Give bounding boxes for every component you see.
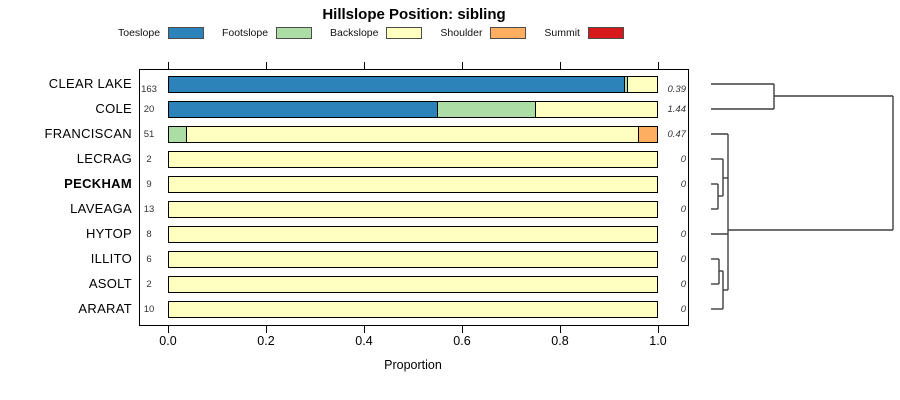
legend-item: Backslope	[330, 27, 423, 39]
legend-swatch	[490, 27, 527, 39]
bar-segment-backslope	[186, 126, 639, 143]
row-h-value: 0	[680, 154, 686, 165]
bar-segment-backslope	[168, 201, 658, 218]
bar-segment-backslope	[168, 301, 658, 318]
axis-tick-label: 0.2	[257, 334, 275, 348]
stacked-bar	[168, 301, 658, 318]
row-n-value: 163	[141, 84, 157, 95]
bar-segment-backslope	[168, 176, 658, 193]
legend-item: Toeslope	[118, 27, 205, 39]
axis-tick-label: 0.0	[159, 334, 177, 348]
row-n-value: 2	[146, 279, 152, 290]
bar-segment-backslope	[168, 151, 658, 168]
stacked-bar	[168, 226, 658, 243]
axis-tick	[167, 62, 169, 69]
row-label: LECRAG	[76, 151, 132, 166]
legend-item: Footslope	[221, 27, 313, 39]
axis-tick	[167, 326, 169, 333]
legend-item: Shoulder	[440, 27, 527, 39]
row-n-value: 10	[143, 304, 155, 315]
stacked-bar	[168, 151, 658, 168]
axis-tick-label: 0.4	[355, 334, 373, 348]
legend: Toeslope Footslope Backslope Shoulder Summit	[118, 27, 624, 39]
axis-tick	[461, 326, 463, 333]
legend-swatch	[386, 27, 423, 39]
bar-segment-backslope	[535, 101, 658, 118]
stacked-bar	[168, 126, 658, 143]
axis-tick	[265, 62, 267, 69]
axis-tick-label: 1.0	[649, 334, 667, 348]
row-label: COLE	[95, 101, 132, 116]
row-label: FRANCISCAN	[44, 126, 132, 141]
row-label: ASOLT	[88, 276, 132, 291]
legend-label: Backslope	[330, 27, 379, 39]
axis-tick	[559, 62, 561, 69]
bar-segment-backslope	[168, 276, 658, 293]
bar-segment-toeslope	[168, 76, 625, 93]
bar-segment-toeslope	[168, 101, 438, 118]
row-label: PECKHAM	[64, 176, 132, 191]
row-n-value: 20	[143, 104, 155, 115]
stacked-bar	[168, 176, 658, 193]
axis-tick-label: 0.6	[453, 334, 471, 348]
stacked-bar	[168, 101, 658, 118]
row-label: LAVEAGA	[70, 201, 132, 216]
chart-title: Hillslope Position: sibling	[322, 6, 506, 23]
row-h-value: 0	[680, 179, 686, 190]
legend-label: Summit	[544, 27, 580, 39]
row-h-value: 0	[680, 229, 686, 240]
row-h-value: 0	[680, 304, 686, 315]
stacked-bar	[168, 276, 658, 293]
row-h-value: 0	[680, 254, 686, 265]
axis-tick-label: 0.8	[551, 334, 569, 348]
legend-swatch	[168, 27, 205, 39]
bar-segment-footslope	[168, 126, 187, 143]
row-n-value: 9	[146, 179, 152, 190]
row-h-value: 0	[680, 204, 686, 215]
bar-segment-backslope	[168, 251, 658, 268]
legend-label: Shoulder	[440, 27, 483, 39]
legend-item: Summit	[544, 27, 624, 39]
stacked-bar	[168, 201, 658, 218]
x-axis-title: Proportion	[384, 358, 442, 372]
axis-tick	[265, 326, 267, 333]
row-h-value: 0.39	[667, 84, 687, 95]
row-n-value: 6	[146, 254, 152, 265]
row-h-value: 0	[680, 279, 686, 290]
row-h-value: 1.44	[667, 104, 687, 115]
legend-swatch	[276, 27, 313, 39]
row-label: CLEAR LAKE	[48, 76, 132, 91]
bar-segment-footslope	[437, 101, 536, 118]
row-h-value: 0.47	[667, 129, 687, 140]
bar-segment-shoulder	[638, 126, 658, 143]
axis-tick	[461, 62, 463, 69]
row-n-value: 8	[146, 229, 152, 240]
row-n-value: 2	[146, 154, 152, 165]
legend-label: Footslope	[221, 27, 269, 39]
row-n-value: 51	[143, 129, 155, 140]
legend-swatch	[587, 27, 624, 39]
stacked-bar	[168, 251, 658, 268]
row-label: ARARAT	[78, 301, 132, 316]
stacked-bar	[168, 76, 658, 93]
bar-segment-backslope	[627, 76, 658, 93]
axis-tick	[363, 326, 365, 333]
row-label: ILLITO	[90, 251, 132, 266]
axis-tick	[559, 326, 561, 333]
axis-tick	[657, 62, 659, 69]
row-label: HYTOP	[85, 226, 132, 241]
axis-tick	[363, 62, 365, 69]
legend-label: Toeslope	[118, 27, 161, 39]
row-n-value: 13	[143, 204, 155, 215]
axis-tick	[657, 326, 659, 333]
bar-segment-backslope	[168, 226, 658, 243]
